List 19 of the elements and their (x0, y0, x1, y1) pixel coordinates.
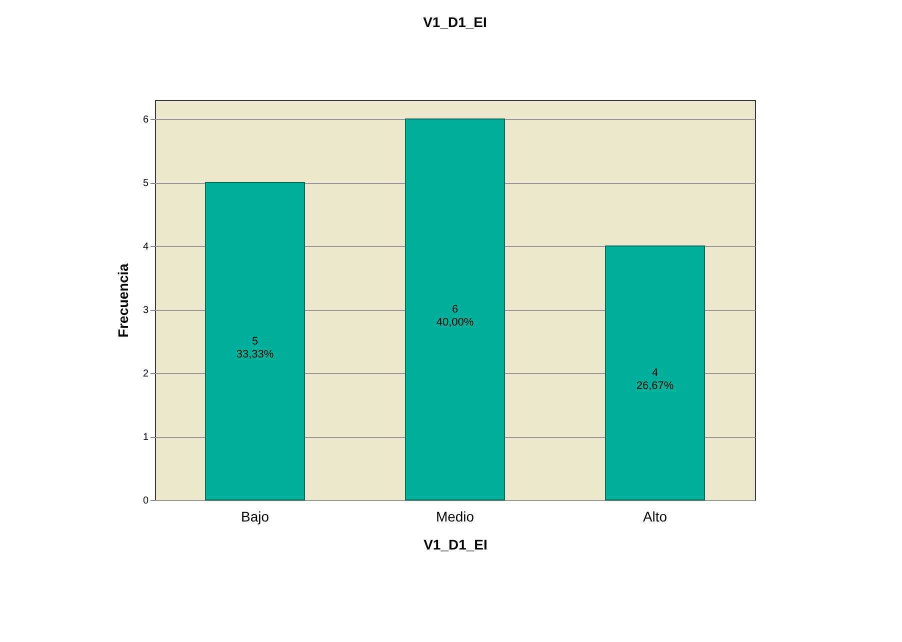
bar (605, 246, 705, 500)
y-tick-label: 4 (142, 242, 149, 253)
y-axis-title: Frecuencia (114, 263, 131, 338)
data-label: 6 40,00% (436, 304, 474, 329)
data-label: 5 33,33% (236, 335, 274, 360)
y-tick-label: 5 (142, 178, 149, 190)
x-axis-title: V1_D1_EI (424, 536, 488, 552)
y-tick-label: 3 (142, 305, 149, 316)
bar (205, 182, 305, 500)
y-tick-label: 2 (142, 368, 149, 380)
x-tick-label: Bajo (240, 508, 270, 524)
x-tick-label: Alto (642, 508, 668, 524)
y-tick-label: 6 (142, 114, 149, 126)
bar (405, 118, 505, 500)
chart-title: V1_D1_EI (423, 14, 487, 30)
y-tick-label: 0 (142, 496, 149, 506)
x-tick-label: Medio (436, 508, 474, 524)
data-label: 4 26,67% (636, 367, 674, 392)
y-tick-label: 1 (142, 432, 149, 444)
